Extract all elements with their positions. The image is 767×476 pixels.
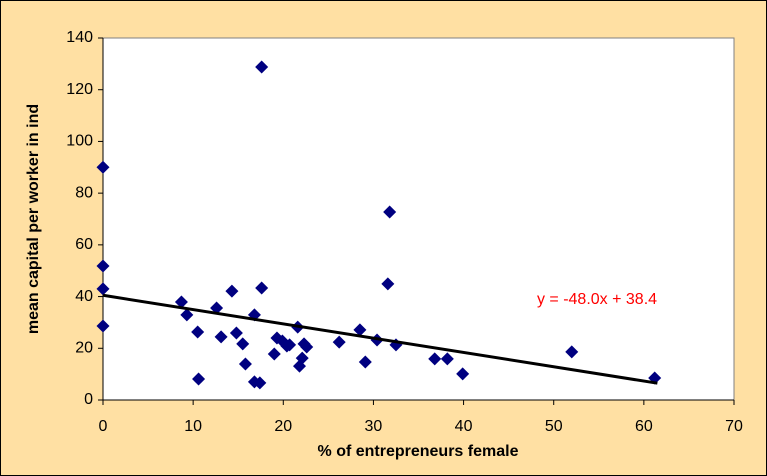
- point: [358, 355, 372, 369]
- point: [456, 367, 470, 381]
- x-tick-label: 20: [274, 418, 292, 435]
- point: [225, 284, 239, 298]
- point: [353, 323, 367, 337]
- trendline-equation: y = -48.0x + 38.4: [537, 291, 657, 308]
- y-tick-label: 100: [66, 133, 93, 150]
- point: [381, 277, 395, 291]
- point: [295, 351, 309, 365]
- point: [283, 338, 297, 352]
- point: [96, 160, 110, 174]
- point: [428, 352, 442, 366]
- y-tick-label: 80: [75, 184, 93, 201]
- point: [96, 259, 110, 273]
- point: [96, 282, 110, 296]
- point: [383, 205, 397, 219]
- y-tick-label: 20: [75, 340, 93, 357]
- x-tick-label: 40: [455, 418, 473, 435]
- point: [253, 376, 267, 390]
- point: [255, 60, 269, 74]
- x-tick-label: 0: [99, 418, 108, 435]
- x-axis-label: % of entrepreneurs female: [318, 443, 519, 460]
- y-tick-label: 40: [75, 288, 93, 305]
- point: [565, 345, 579, 359]
- point: [214, 330, 228, 344]
- x-tick-label: 70: [725, 418, 743, 435]
- y-axis-label: mean capital per worker in ind: [25, 104, 42, 334]
- x-tick-label: 60: [635, 418, 653, 435]
- x-tick-label: 50: [545, 418, 563, 435]
- point: [96, 319, 110, 333]
- x-tick-label: 30: [365, 418, 383, 435]
- point: [440, 352, 454, 366]
- y-tick-label: 140: [66, 29, 93, 46]
- trendline: [102, 293, 658, 385]
- point: [300, 340, 314, 354]
- point: [267, 347, 281, 361]
- point: [255, 281, 269, 295]
- point: [210, 301, 224, 315]
- point: [174, 295, 188, 309]
- point: [229, 326, 243, 340]
- point: [332, 335, 346, 349]
- point: [238, 357, 252, 371]
- y-tick-label: 60: [75, 236, 93, 253]
- point: [180, 308, 194, 322]
- y-tick-label: 0: [84, 391, 93, 408]
- point: [236, 337, 250, 351]
- y-tick-label: 120: [66, 81, 93, 98]
- plot-area: [102, 37, 735, 401]
- x-tick-label: 10: [184, 418, 202, 435]
- point: [191, 325, 205, 339]
- point: [192, 372, 206, 386]
